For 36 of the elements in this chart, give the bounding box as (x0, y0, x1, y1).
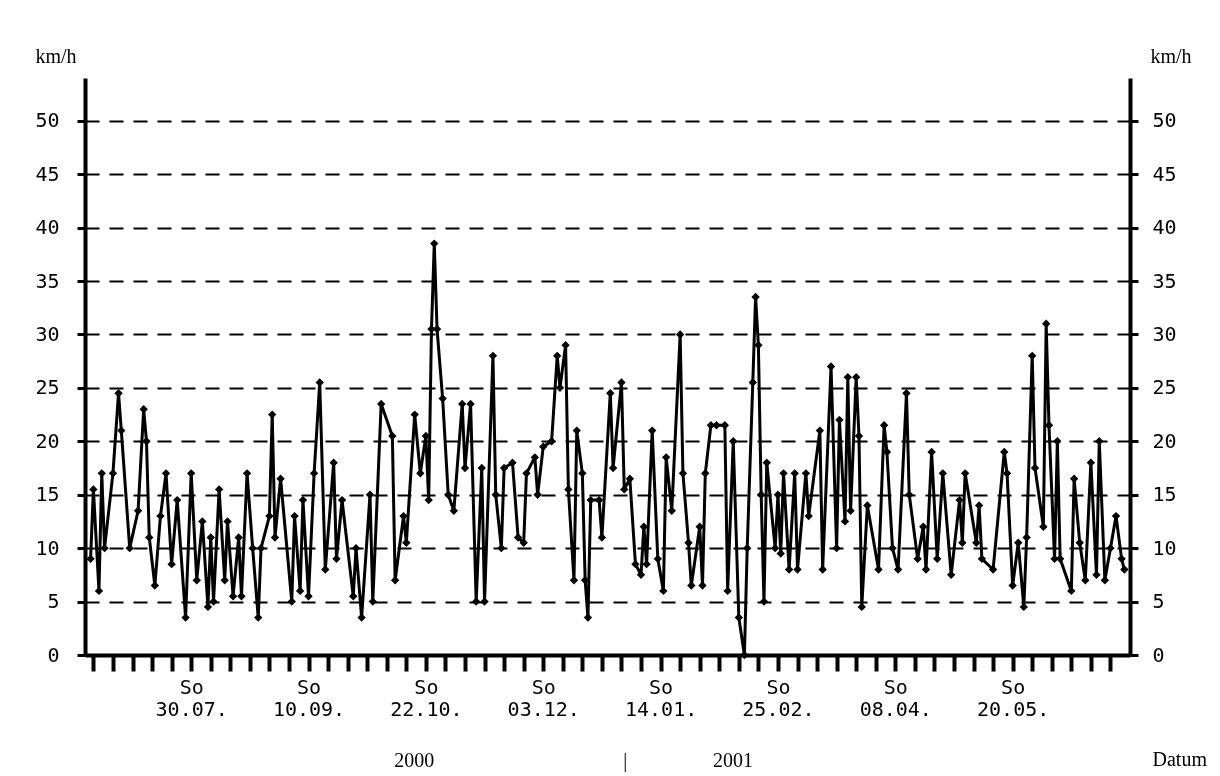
y2-tick-label: 45 (1152, 161, 1177, 186)
x-tick-label: So 03.12. (507, 674, 580, 721)
y2-tick-label: 5 (1152, 589, 1165, 614)
x-tick-label: So 14.01. (624, 674, 698, 721)
y-tick-label: 40 (35, 215, 60, 240)
x-tick-label: So 25.02. (742, 674, 815, 721)
x-tick-label: So 22.10. (390, 674, 463, 721)
y-tick-label: 20 (35, 428, 60, 453)
y-tick-label: 45 (35, 161, 60, 186)
y2-tick-label: 35 (1152, 268, 1177, 293)
y-tick-label: 50 (35, 108, 60, 133)
y-tick-label: 10 (35, 535, 60, 560)
y2-axis-title: km/h (1150, 44, 1192, 67)
y2-tick-label: 20 (1152, 428, 1177, 453)
y2-tick-label: 40 (1152, 215, 1177, 240)
y-axis-title: km/h (35, 44, 77, 67)
y2-tick-label: 0 (1152, 642, 1165, 667)
text: | (623, 749, 628, 772)
x-axis-title: Datum (1152, 747, 1208, 770)
text: 2000 (394, 749, 435, 771)
x-tick-label: So 08.04. (859, 674, 932, 721)
x-tick-label: So 30.07. (155, 674, 228, 721)
y-tick-label: 35 (35, 268, 60, 293)
y2-tick-label: 30 (1152, 321, 1177, 346)
y2-tick-label: 15 (1152, 482, 1177, 507)
y2-tick-label: 10 (1152, 535, 1177, 560)
x-tick-label: So 20.05. (977, 674, 1050, 721)
y-tick-label: 0 (47, 642, 60, 667)
y-tick-label: 15 (35, 482, 60, 507)
y-tick-label: 25 (35, 375, 60, 400)
y2-tick-label: 25 (1152, 375, 1177, 400)
y2-tick-label: 50 (1152, 108, 1177, 133)
text: 2001 (712, 749, 753, 771)
y-tick-label: 5 (47, 589, 60, 614)
x-tick-label: So 10.09. (272, 674, 346, 721)
y-tick-label: 30 (35, 321, 60, 346)
